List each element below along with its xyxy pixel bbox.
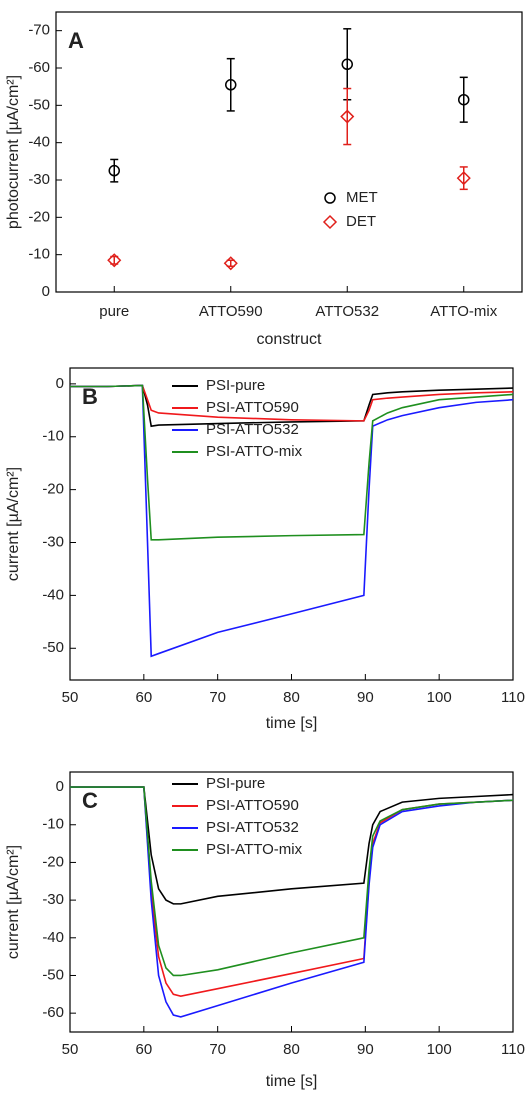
panel-label: A [68,28,84,53]
plot-frame [55,11,523,293]
marker [223,256,238,271]
error-bar [459,76,468,123]
legend-label: PSI-ATTO590 [206,797,299,814]
line [70,384,514,428]
x-tick-label: 50 [62,1041,79,1058]
marker [458,93,470,106]
x-tick-label: ATTO-mix [430,303,497,320]
y-tick-label: -10 [42,816,64,833]
y-tick-label: -50 [42,966,64,983]
line [70,786,514,1018]
x-tick-label: 70 [209,689,226,706]
y-tick-label: 0 [56,375,64,392]
legend-label: PSI-ATTO590 [206,399,299,416]
y-tick-label: -30 [42,533,64,550]
x-tick-label: ATTO532 [315,303,379,320]
panel-label: C [82,788,98,813]
error-bar [226,259,235,267]
error-bar [110,158,119,183]
panel: pure ATTO590 ATTO532 ATTO-mix 0 -10 -20 -30 -40 -… [5,11,523,348]
y-tick-label: -30 [28,171,50,188]
panel-label: B [82,384,98,409]
x-tick-label: pure [99,303,129,320]
marker [107,253,122,268]
legend-label: PSI-ATTO-mix [206,443,303,460]
line [70,384,514,658]
plot-frame [69,367,514,681]
marker [340,109,355,124]
line [70,786,514,905]
x-tick-label: 110 [501,1041,525,1058]
y-axis-title: current [µA/cm²] [5,845,22,959]
x-axis-title: time [s] [266,715,318,732]
plot-frame [69,771,514,1033]
line [70,384,514,541]
x-tick-label: 60 [135,689,152,706]
x-tick-label: 90 [357,689,374,706]
y-tick-label: -40 [42,929,64,946]
legend-marker [322,214,338,230]
marker [341,58,353,71]
error-bar [226,57,235,112]
legend-label: PSI-ATTO-mix [206,841,303,858]
y-tick-label: -30 [42,891,64,908]
error-bar [459,166,468,191]
legend-label: DET [346,213,376,230]
y-tick-label: -20 [42,853,64,870]
x-tick-label: ATTO590 [199,303,263,320]
x-tick-label: 90 [357,1041,374,1058]
legend-label: PSI-pure [206,775,265,792]
x-tick-label: 110 [501,689,525,706]
legend-label: PSI-ATTO532 [206,819,299,836]
line [70,786,514,977]
y-tick-label: -50 [28,96,50,113]
line [70,384,514,422]
y-tick-label: -10 [28,246,50,263]
y-tick-label: -50 [42,639,64,656]
x-axis-title: construct [257,331,322,348]
y-tick-label: -60 [28,59,50,76]
y-tick-label: -40 [28,134,50,151]
y-axis-title: photocurrent [µA/cm²] [5,75,22,229]
x-tick-label: 100 [427,689,452,706]
y-tick-label: -40 [42,586,64,603]
y-tick-label: 0 [42,283,50,300]
y-tick-label: -70 [28,22,50,39]
panel: 50 60 70 80 90 100 110 0 -10 -20 -30 -40 -50 -60 Ctime… [5,771,525,1090]
x-tick-label: 80 [283,689,300,706]
y-tick-label: -60 [42,1004,64,1021]
x-axis-title: time [s] [266,1073,318,1090]
error-bar [343,87,352,146]
marker [225,79,237,91]
marker [108,164,120,177]
x-tick-label: 100 [427,1041,452,1058]
marker [456,171,471,186]
y-tick-label: -20 [28,208,50,225]
legend-marker [324,192,336,204]
x-tick-label: 50 [62,689,79,706]
x-tick-label: 60 [135,1041,152,1058]
legend-label: PSI-ATTO532 [206,421,299,438]
y-tick-label: -20 [42,481,64,498]
y-axis-title: current [µA/cm²] [5,467,22,581]
legend-label: MET [346,189,378,206]
y-tick-label: 0 [56,778,64,795]
x-tick-label: 70 [209,1041,226,1058]
y-tick-label: -10 [42,428,64,445]
legend-label: PSI-pure [206,377,265,394]
x-tick-label: 80 [283,1041,300,1058]
